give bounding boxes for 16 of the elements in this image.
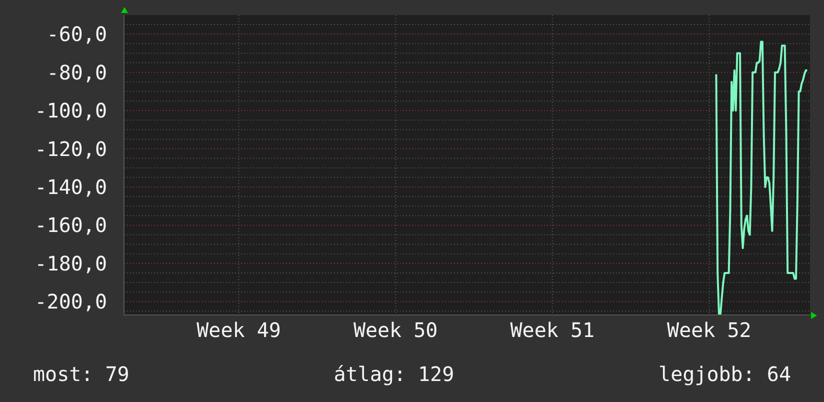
x-tick-label: Week 52 (667, 318, 752, 342)
y-tick-label: -160,0 (34, 213, 107, 238)
text: legjobb: 64 (658, 361, 791, 387)
x-tick-label: Week 51 (510, 318, 595, 342)
y-tick-label: -60,0 (46, 22, 107, 46)
y-tick-label: -140,0 (34, 174, 107, 199)
text: most: 79 (33, 361, 130, 387)
line-series (715, 40, 808, 315)
y-tick-label: -180,0 (34, 251, 107, 276)
x-tick-label: Week 50 (353, 318, 438, 342)
y-tick-label: -200,0 (34, 290, 107, 314)
text: átlag: 129 (334, 361, 454, 387)
y-tick-label: -120,0 (34, 136, 107, 161)
y-tick-label: -100,0 (34, 98, 107, 123)
y-tick-label: -80,0 (46, 60, 107, 84)
x-tick-label: Week 49 (196, 318, 281, 342)
